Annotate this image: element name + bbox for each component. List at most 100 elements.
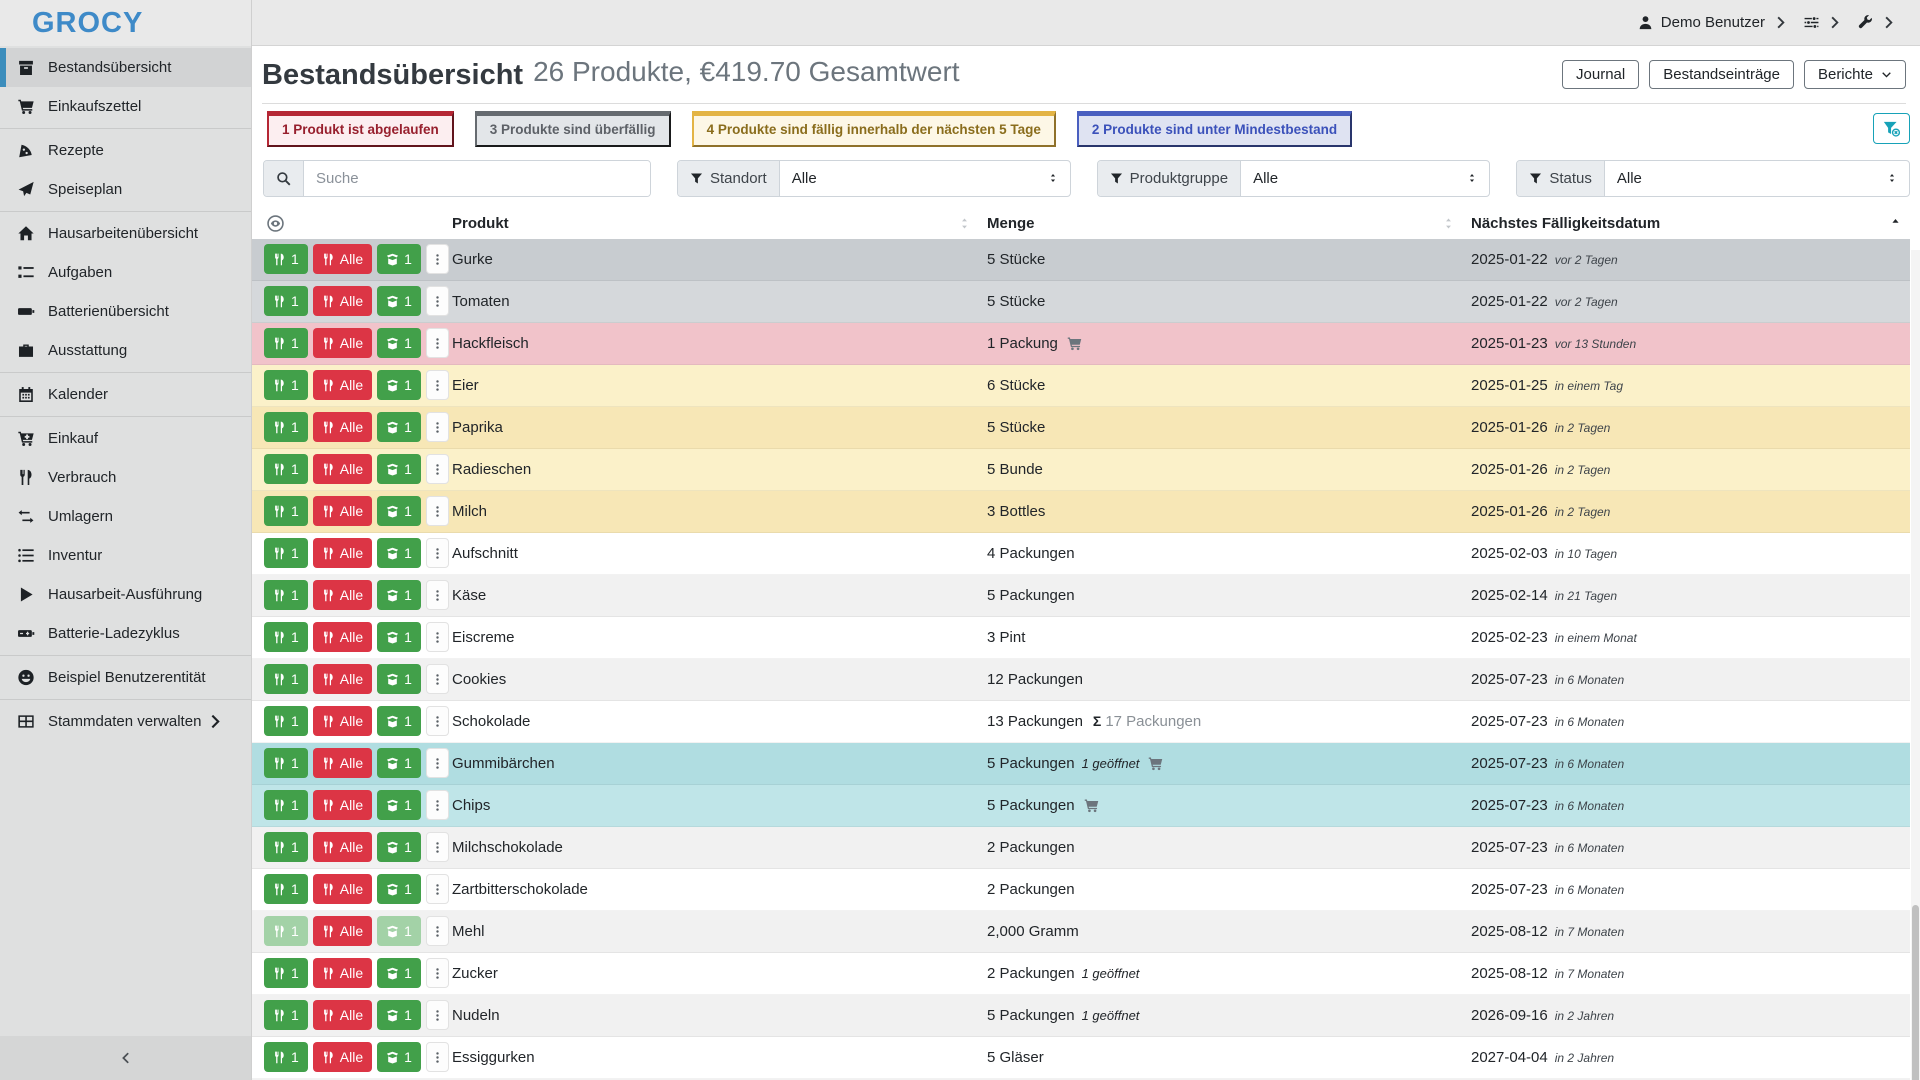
consume-all-button[interactable]: Alle bbox=[312, 580, 373, 610]
sidebar-item-batterie-ladezyklus[interactable]: Batterie-Ladezyklus bbox=[0, 614, 251, 653]
consume-one-button[interactable]: 1 bbox=[264, 664, 308, 694]
sidebar-item-rezepte[interactable]: Rezepte bbox=[0, 131, 251, 170]
clear-filters-button[interactable] bbox=[1873, 113, 1910, 144]
row-menu-button[interactable] bbox=[425, 496, 449, 526]
column-header-amount[interactable]: Menge bbox=[987, 209, 1471, 239]
sidebar-item-batterienübersicht[interactable]: Batterienübersicht bbox=[0, 292, 251, 331]
mark-opened-button[interactable]: 1 bbox=[377, 706, 421, 736]
consume-all-button[interactable]: Alle bbox=[312, 790, 373, 820]
row-menu-button[interactable] bbox=[425, 832, 449, 862]
row-menu-button[interactable] bbox=[425, 622, 449, 652]
row-menu-button[interactable] bbox=[425, 874, 449, 904]
grocy-logo[interactable]: GROCY bbox=[32, 6, 144, 39]
mark-opened-button[interactable]: 1 bbox=[377, 538, 421, 568]
sidebar-item-stammdaten-verwalten[interactable]: Stammdaten verwalten bbox=[0, 702, 251, 741]
sidebar-item-umlagern[interactable]: Umlagern bbox=[0, 497, 251, 536]
sidebar-collapse-button[interactable] bbox=[0, 1036, 251, 1080]
user-menu[interactable]: Demo Benutzer bbox=[1638, 14, 1788, 31]
column-header-due-date[interactable]: Nächstes Fälligkeitsdatum bbox=[1471, 209, 1910, 239]
settings-menu[interactable] bbox=[1804, 15, 1842, 30]
alert-badge-blue[interactable]: 2 Produkte sind unter Mindestbestand bbox=[1076, 111, 1353, 147]
mark-opened-button[interactable]: 1 bbox=[377, 244, 421, 274]
row-menu-button[interactable] bbox=[425, 412, 449, 442]
consume-all-button[interactable]: Alle bbox=[312, 706, 373, 736]
row-menu-button[interactable] bbox=[425, 706, 449, 736]
consume-one-button[interactable]: 1 bbox=[264, 874, 308, 904]
consume-one-button[interactable]: 1 bbox=[264, 1042, 308, 1072]
consume-one-button[interactable]: 1 bbox=[264, 580, 308, 610]
row-menu-button[interactable] bbox=[425, 454, 449, 484]
sidebar-item-einkaufszettel[interactable]: Einkaufszettel bbox=[0, 87, 251, 126]
consume-all-button[interactable]: Alle bbox=[312, 328, 373, 358]
mark-opened-button[interactable]: 1 bbox=[377, 1000, 421, 1030]
consume-all-button[interactable]: Alle bbox=[312, 958, 373, 988]
consume-all-button[interactable]: Alle bbox=[312, 412, 373, 442]
consume-all-button[interactable]: Alle bbox=[312, 622, 373, 652]
search-input[interactable] bbox=[304, 160, 650, 196]
row-menu-button[interactable] bbox=[425, 1042, 449, 1072]
consume-all-button[interactable]: Alle bbox=[312, 496, 373, 526]
consume-all-button[interactable]: Alle bbox=[312, 664, 373, 694]
row-menu-button[interactable] bbox=[425, 580, 449, 610]
consume-one-button[interactable]: 1 bbox=[264, 370, 308, 400]
consume-one-button[interactable]: 1 bbox=[264, 286, 308, 316]
mark-opened-button[interactable]: 1 bbox=[377, 454, 421, 484]
consume-one-button[interactable]: 1 bbox=[264, 832, 308, 862]
row-menu-button[interactable] bbox=[425, 916, 449, 946]
consume-all-button[interactable]: Alle bbox=[312, 874, 373, 904]
filter-select-produktgruppe[interactable]: Alle bbox=[1241, 161, 1489, 196]
row-menu-button[interactable] bbox=[425, 790, 449, 820]
sidebar-item-bestandsübersicht[interactable]: Bestandsübersicht bbox=[0, 48, 251, 87]
row-menu-button[interactable] bbox=[425, 328, 449, 358]
consume-all-button[interactable]: Alle bbox=[312, 748, 373, 778]
reports-button[interactable]: Berichte bbox=[1803, 60, 1906, 89]
alert-badge-gray[interactable]: 3 Produkte sind überfällig bbox=[474, 111, 671, 147]
mark-opened-button[interactable]: 1 bbox=[377, 790, 421, 820]
sidebar-item-ausstattung[interactable]: Ausstattung bbox=[0, 331, 251, 370]
consume-one-button[interactable]: 1 bbox=[264, 916, 308, 946]
row-menu-button[interactable] bbox=[425, 748, 449, 778]
column-visibility-header[interactable] bbox=[252, 209, 452, 239]
consume-one-button[interactable]: 1 bbox=[264, 538, 308, 568]
scrollbar-thumb[interactable] bbox=[1912, 905, 1919, 1080]
consume-one-button[interactable]: 1 bbox=[264, 496, 308, 526]
row-menu-button[interactable] bbox=[425, 1000, 449, 1030]
consume-all-button[interactable]: Alle bbox=[312, 454, 373, 484]
mark-opened-button[interactable]: 1 bbox=[377, 328, 421, 358]
consume-one-button[interactable]: 1 bbox=[264, 412, 308, 442]
consume-one-button[interactable]: 1 bbox=[264, 622, 308, 652]
admin-menu[interactable] bbox=[1858, 15, 1896, 30]
mark-opened-button[interactable]: 1 bbox=[377, 916, 421, 946]
sidebar-item-kalender[interactable]: Kalender bbox=[0, 375, 251, 414]
mark-opened-button[interactable]: 1 bbox=[377, 664, 421, 694]
mark-opened-button[interactable]: 1 bbox=[377, 1042, 421, 1072]
stock-entries-button[interactable]: Bestandseinträge bbox=[1649, 60, 1794, 89]
consume-one-button[interactable]: 1 bbox=[264, 328, 308, 358]
alert-badge-yellow[interactable]: 4 Produkte sind fällig innerhalb der näc… bbox=[691, 111, 1056, 147]
consume-one-button[interactable]: 1 bbox=[264, 748, 308, 778]
consume-one-button[interactable]: 1 bbox=[264, 454, 308, 484]
sidebar-item-einkauf[interactable]: Einkauf bbox=[0, 419, 251, 458]
consume-one-button[interactable]: 1 bbox=[264, 706, 308, 736]
column-header-product[interactable]: Produkt bbox=[452, 209, 987, 239]
consume-all-button[interactable]: Alle bbox=[312, 538, 373, 568]
consume-one-button[interactable]: 1 bbox=[264, 790, 308, 820]
mark-opened-button[interactable]: 1 bbox=[377, 622, 421, 652]
sidebar-item-inventur[interactable]: Inventur bbox=[0, 536, 251, 575]
mark-opened-button[interactable]: 1 bbox=[377, 874, 421, 904]
mark-opened-button[interactable]: 1 bbox=[377, 286, 421, 316]
sidebar-item-verbrauch[interactable]: Verbrauch bbox=[0, 458, 251, 497]
consume-one-button[interactable]: 1 bbox=[264, 958, 308, 988]
mark-opened-button[interactable]: 1 bbox=[377, 580, 421, 610]
consume-all-button[interactable]: Alle bbox=[312, 1000, 373, 1030]
consume-all-button[interactable]: Alle bbox=[312, 244, 373, 274]
consume-one-button[interactable]: 1 bbox=[264, 1000, 308, 1030]
mark-opened-button[interactable]: 1 bbox=[377, 958, 421, 988]
filter-select-standort[interactable]: Alle bbox=[780, 161, 1070, 196]
consume-all-button[interactable]: Alle bbox=[312, 370, 373, 400]
consume-all-button[interactable]: Alle bbox=[312, 832, 373, 862]
row-menu-button[interactable] bbox=[425, 244, 449, 274]
consume-one-button[interactable]: 1 bbox=[264, 244, 308, 274]
sidebar-item-aufgaben[interactable]: Aufgaben bbox=[0, 253, 251, 292]
alert-badge-red[interactable]: 1 Produkt ist abgelaufen bbox=[267, 111, 454, 147]
